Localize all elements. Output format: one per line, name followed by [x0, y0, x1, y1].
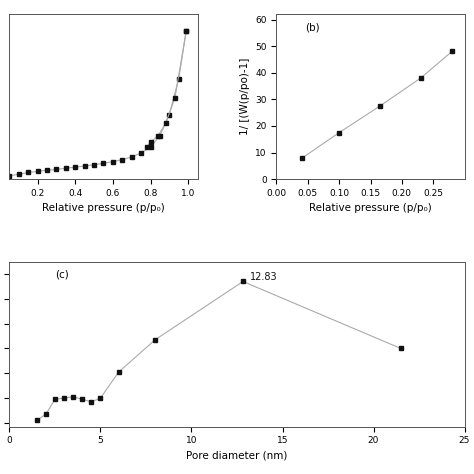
Text: 12.83: 12.83	[250, 272, 278, 282]
Text: (c): (c)	[55, 270, 69, 280]
Y-axis label: 1/ [(W(p/po)-1]: 1/ [(W(p/po)-1]	[240, 58, 250, 136]
Text: (b): (b)	[305, 22, 319, 32]
X-axis label: Relative pressure (p/p₀): Relative pressure (p/p₀)	[42, 203, 165, 213]
X-axis label: Pore diameter (nm): Pore diameter (nm)	[186, 451, 288, 461]
X-axis label: Relative pressure (p/p₀): Relative pressure (p/p₀)	[309, 203, 432, 213]
